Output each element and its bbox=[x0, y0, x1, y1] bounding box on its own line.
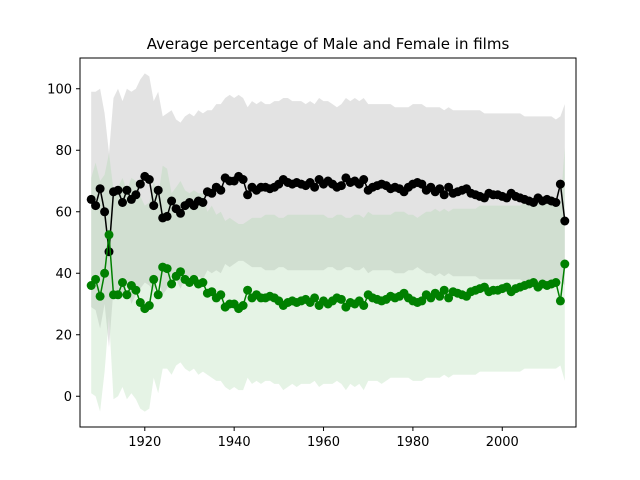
series-0-point bbox=[176, 208, 185, 218]
series-0-point bbox=[167, 196, 177, 206]
series-0-point bbox=[153, 185, 163, 195]
y-tick-label: 0 bbox=[64, 390, 72, 405]
series-0-point bbox=[359, 175, 369, 184]
series-0-point bbox=[113, 185, 123, 195]
series-1-point bbox=[122, 290, 132, 300]
series-0-point bbox=[439, 190, 449, 200]
series-1-point bbox=[551, 278, 561, 287]
plot-area bbox=[86, 73, 570, 412]
series-1-point bbox=[118, 278, 127, 287]
series-1-point bbox=[162, 264, 172, 274]
series-1-point bbox=[238, 301, 248, 310]
series-1-point bbox=[243, 285, 253, 295]
series-1-point bbox=[153, 290, 163, 300]
series-1-point bbox=[131, 285, 141, 295]
series-0-point bbox=[131, 190, 141, 200]
series-0-point bbox=[149, 201, 159, 211]
series-0-band bbox=[91, 73, 565, 348]
series-0-point bbox=[118, 198, 127, 207]
x-tick-label: 1980 bbox=[396, 435, 429, 450]
series-0-point bbox=[551, 198, 561, 207]
series-1-point bbox=[207, 287, 217, 297]
series-1-point bbox=[95, 291, 105, 301]
series-1-point bbox=[439, 285, 449, 295]
series-0-point bbox=[310, 182, 320, 192]
series-0-point bbox=[238, 175, 248, 184]
series-0-point bbox=[91, 201, 101, 211]
series-1-point bbox=[149, 274, 159, 284]
y-tick-label: 40 bbox=[55, 267, 72, 282]
series-1-point bbox=[359, 301, 369, 310]
series-1-point bbox=[560, 259, 570, 269]
series-1-point bbox=[167, 279, 177, 289]
y-tick-label: 60 bbox=[55, 205, 72, 220]
axes-frame bbox=[79, 57, 577, 428]
axes: 1920 1940 1960 1980 2000 0 20 40 60 80 100 bbox=[47, 82, 519, 450]
series-1-point bbox=[144, 301, 154, 310]
series-0-point bbox=[243, 190, 253, 200]
series-1-point bbox=[336, 294, 346, 304]
series-1-band bbox=[91, 147, 565, 412]
series-1-point bbox=[91, 274, 101, 284]
series-1-point bbox=[555, 296, 565, 306]
series-1-point bbox=[176, 267, 185, 277]
x-tick-label: 1960 bbox=[307, 435, 340, 450]
series-0-point bbox=[336, 181, 346, 191]
x-tick-label: 1940 bbox=[218, 435, 251, 450]
series-0-point bbox=[144, 175, 154, 184]
x-tick-label: 1920 bbox=[128, 435, 161, 450]
series-0-point bbox=[122, 185, 132, 195]
series-1-point bbox=[113, 290, 123, 300]
series-0-point bbox=[104, 247, 114, 257]
series-0-point bbox=[100, 207, 110, 217]
x-tick-label: 2000 bbox=[486, 435, 519, 450]
y-tick-label: 20 bbox=[55, 328, 72, 343]
series-1-point bbox=[216, 290, 226, 300]
chart-title: Average percentage of Male and Female in… bbox=[147, 35, 510, 53]
series-0-point bbox=[135, 179, 145, 189]
series-1-point bbox=[198, 278, 208, 287]
series-0-point bbox=[216, 185, 226, 195]
series-0-point bbox=[555, 179, 565, 189]
y-tick-label: 100 bbox=[47, 82, 72, 97]
series-0-point bbox=[560, 216, 570, 226]
series-0-point bbox=[162, 211, 172, 221]
y-tick-label: 80 bbox=[55, 144, 72, 159]
series-1-point bbox=[310, 293, 320, 303]
series-0-point bbox=[198, 198, 208, 207]
series-0-point bbox=[95, 184, 105, 194]
series-1-point bbox=[444, 293, 454, 303]
series-1-point bbox=[104, 230, 114, 240]
series-1-point bbox=[100, 268, 110, 278]
